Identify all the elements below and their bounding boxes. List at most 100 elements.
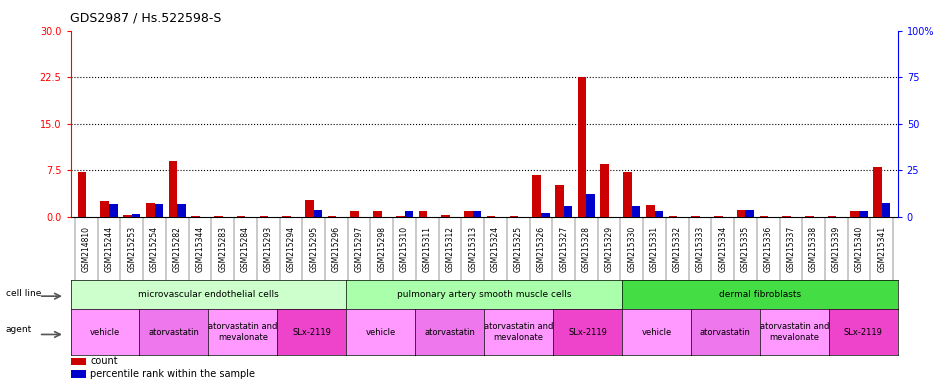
- Text: SLx-2119: SLx-2119: [568, 328, 607, 337]
- Text: vehicle: vehicle: [366, 328, 396, 337]
- Text: atorvastatin: atorvastatin: [700, 328, 751, 337]
- Text: GSM215311: GSM215311: [423, 226, 431, 271]
- Text: GSM215283: GSM215283: [218, 226, 227, 271]
- Text: GSM215333: GSM215333: [696, 225, 704, 272]
- Text: SLx-2119: SLx-2119: [844, 328, 883, 337]
- Bar: [714, 216, 723, 217]
- Bar: [404, 211, 414, 217]
- Bar: [623, 172, 632, 217]
- Bar: [70, 358, 86, 365]
- Bar: [237, 216, 245, 217]
- Text: GSM215338: GSM215338: [809, 225, 818, 272]
- Text: GSM215298: GSM215298: [377, 226, 386, 271]
- Bar: [805, 216, 814, 217]
- Text: GSM215327: GSM215327: [559, 225, 568, 272]
- Bar: [132, 214, 140, 217]
- Bar: [418, 211, 428, 217]
- Bar: [305, 200, 314, 217]
- Text: GDS2987 / Hs.522598-S: GDS2987 / Hs.522598-S: [70, 12, 222, 25]
- Text: GSM215326: GSM215326: [537, 225, 545, 272]
- Bar: [70, 370, 86, 378]
- Text: GSM215324: GSM215324: [491, 225, 500, 272]
- Text: GSM215340: GSM215340: [854, 225, 864, 272]
- Text: microvascular endothelial cells: microvascular endothelial cells: [138, 290, 279, 299]
- Bar: [782, 216, 791, 217]
- Text: GSM215310: GSM215310: [400, 225, 409, 272]
- Text: GSM215312: GSM215312: [446, 226, 455, 271]
- Bar: [259, 216, 268, 217]
- Text: agent: agent: [6, 325, 32, 334]
- Bar: [442, 215, 450, 217]
- Bar: [668, 216, 677, 217]
- Text: GSM215244: GSM215244: [104, 225, 114, 272]
- Text: GSM215328: GSM215328: [582, 226, 591, 271]
- Text: GSM215295: GSM215295: [309, 225, 318, 272]
- Bar: [154, 204, 164, 217]
- Text: vehicle: vehicle: [90, 328, 120, 337]
- Text: GSM215344: GSM215344: [196, 225, 205, 272]
- Text: GSM215337: GSM215337: [787, 225, 795, 272]
- Text: GSM215330: GSM215330: [627, 225, 636, 272]
- Bar: [851, 211, 859, 217]
- Text: GSM215332: GSM215332: [673, 225, 682, 272]
- Bar: [351, 211, 359, 217]
- Text: GSM215341: GSM215341: [877, 225, 886, 272]
- Text: GSM215329: GSM215329: [604, 225, 614, 272]
- Text: GSM215336: GSM215336: [763, 225, 773, 272]
- Bar: [178, 204, 186, 217]
- Bar: [691, 216, 700, 217]
- Bar: [168, 161, 178, 217]
- Bar: [540, 213, 550, 217]
- Bar: [632, 206, 640, 217]
- Bar: [587, 194, 595, 217]
- Text: GSM215339: GSM215339: [832, 225, 841, 272]
- Text: GSM215296: GSM215296: [332, 225, 341, 272]
- Bar: [601, 164, 609, 217]
- Bar: [509, 216, 518, 217]
- Bar: [859, 211, 868, 217]
- Bar: [214, 216, 223, 217]
- Text: GSM215331: GSM215331: [650, 225, 659, 272]
- Bar: [314, 210, 322, 217]
- Bar: [192, 216, 200, 217]
- Text: atorvastatin: atorvastatin: [149, 328, 199, 337]
- Bar: [654, 211, 664, 217]
- Bar: [828, 216, 837, 217]
- Bar: [101, 202, 109, 217]
- Bar: [146, 203, 154, 217]
- Bar: [396, 216, 404, 217]
- Text: atorvastatin: atorvastatin: [424, 328, 475, 337]
- Bar: [109, 204, 118, 217]
- Text: percentile rank within the sample: percentile rank within the sample: [90, 369, 256, 379]
- Bar: [464, 211, 473, 217]
- Bar: [578, 77, 587, 217]
- Text: GSM215325: GSM215325: [513, 225, 523, 272]
- Text: SLx-2119: SLx-2119: [292, 328, 331, 337]
- Bar: [473, 211, 481, 217]
- Text: GSM215335: GSM215335: [741, 225, 750, 272]
- Bar: [532, 175, 540, 217]
- Bar: [282, 216, 291, 217]
- Text: count: count: [90, 356, 118, 366]
- Text: dermal fibroblasts: dermal fibroblasts: [719, 290, 801, 299]
- Bar: [373, 211, 382, 217]
- Text: GSM215313: GSM215313: [468, 225, 478, 272]
- Text: GSM214810: GSM214810: [82, 226, 91, 271]
- Bar: [737, 210, 745, 217]
- Bar: [882, 203, 890, 217]
- Text: atorvastatin and
mevalonate: atorvastatin and mevalonate: [484, 323, 554, 342]
- Bar: [760, 216, 768, 217]
- Text: GSM215334: GSM215334: [718, 225, 728, 272]
- Text: GSM215282: GSM215282: [173, 226, 181, 271]
- Text: GSM215297: GSM215297: [354, 225, 364, 272]
- Text: atorvastatin and
mevalonate: atorvastatin and mevalonate: [760, 323, 829, 342]
- Bar: [564, 206, 572, 217]
- Bar: [555, 185, 564, 217]
- Text: GSM215253: GSM215253: [127, 225, 136, 272]
- Text: GSM215284: GSM215284: [241, 226, 250, 271]
- Bar: [745, 210, 754, 217]
- Bar: [487, 216, 495, 217]
- Bar: [328, 216, 337, 217]
- Bar: [123, 215, 132, 217]
- Bar: [646, 205, 654, 217]
